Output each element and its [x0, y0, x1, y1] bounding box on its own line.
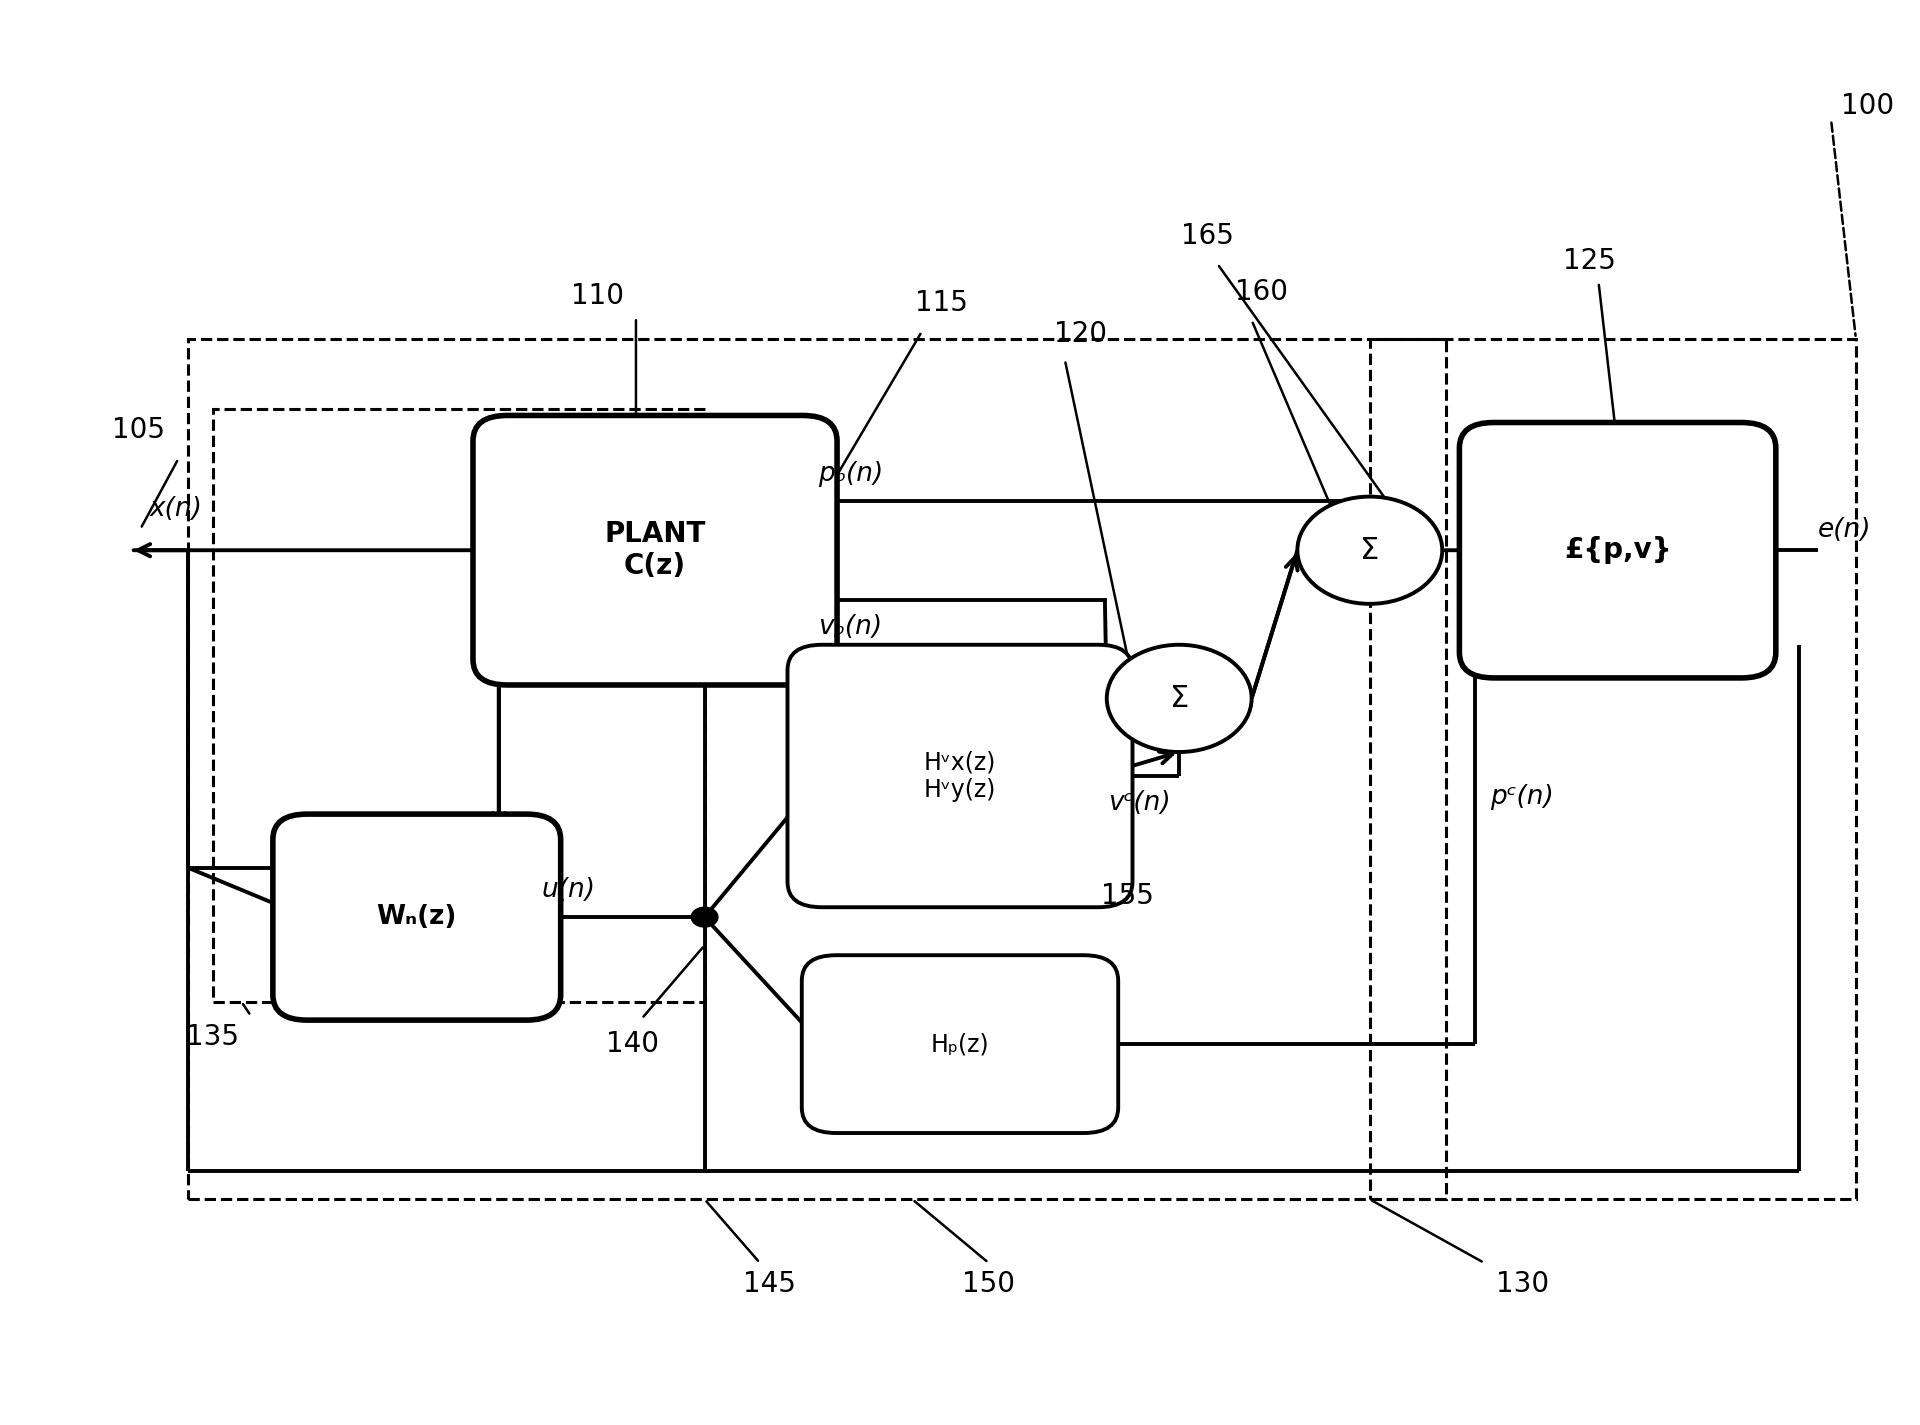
Text: Σ: Σ [1169, 684, 1188, 712]
Text: 105: 105 [111, 416, 165, 445]
Text: 120: 120 [1054, 321, 1106, 348]
FancyBboxPatch shape [803, 955, 1117, 1133]
Text: 135: 135 [186, 1023, 240, 1052]
Text: 125: 125 [1563, 247, 1615, 275]
Text: Hᵛx(z)
Hᵛy(z): Hᵛx(z) Hᵛy(z) [924, 750, 996, 802]
Text: 145: 145 [743, 1270, 795, 1298]
Text: Wₙ(z): Wₙ(z) [376, 903, 457, 931]
Text: 150: 150 [962, 1270, 1016, 1298]
Text: vₚ(n): vₚ(n) [818, 614, 881, 640]
Text: e(n): e(n) [1818, 517, 1872, 543]
Text: 115: 115 [914, 289, 968, 318]
Text: pᶜ(n): pᶜ(n) [1490, 784, 1553, 811]
Text: Σ: Σ [1359, 536, 1379, 564]
FancyBboxPatch shape [472, 416, 837, 685]
Text: 130: 130 [1496, 1270, 1549, 1298]
Text: 155: 155 [1102, 882, 1154, 911]
Text: PLANT
C(z): PLANT C(z) [605, 520, 707, 580]
Text: 100: 100 [1841, 91, 1893, 120]
Text: £{p,v}: £{p,v} [1565, 536, 1670, 564]
Text: x(n): x(n) [150, 496, 204, 522]
Text: u(n): u(n) [541, 876, 595, 903]
Text: 140: 140 [605, 1030, 659, 1059]
Circle shape [1298, 496, 1442, 604]
Text: Hₚ(z): Hₚ(z) [931, 1032, 989, 1056]
Text: vᶜ(n): vᶜ(n) [1108, 789, 1171, 817]
Circle shape [1106, 644, 1252, 752]
FancyBboxPatch shape [787, 644, 1133, 908]
FancyBboxPatch shape [1459, 423, 1776, 678]
Text: 165: 165 [1181, 221, 1235, 249]
Text: 110: 110 [572, 282, 624, 311]
Text: pₚ(n): pₚ(n) [818, 460, 883, 487]
Text: 160: 160 [1235, 278, 1288, 306]
FancyBboxPatch shape [273, 814, 561, 1020]
Circle shape [691, 908, 718, 928]
